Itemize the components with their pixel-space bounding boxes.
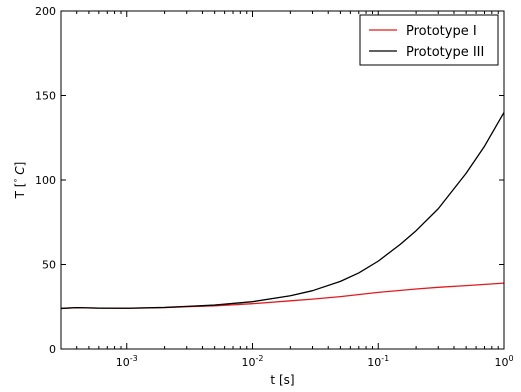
legend-label-prototype-i: Prototype I (406, 24, 477, 39)
y-axis-label-main: T [ (13, 183, 27, 200)
x-tick-label-base: 10 (494, 356, 508, 369)
plot-frame (60, 10, 505, 350)
y-axis-label-unit: C (13, 166, 27, 179)
y-tick-label: 150 (35, 90, 56, 103)
x-tick-label: 10-1 (367, 354, 389, 369)
x-tick-label-exponent: -1 (381, 354, 389, 363)
y-tick-label: 0 (49, 343, 56, 356)
x-axis-label: t [s] (270, 373, 294, 387)
x-tick-label-base: 10 (367, 356, 381, 369)
x-tick-label: 100 (494, 354, 513, 369)
y-tick-label: 50 (42, 259, 56, 272)
x-tick-label: 10-2 (242, 354, 264, 369)
series-layer (60, 112, 505, 310)
plot-area (61, 11, 504, 349)
legend: Prototype I Prototype III (359, 14, 499, 66)
x-tick-label: 10-3 (116, 354, 138, 369)
x-tick-label-exponent: 0 (508, 354, 513, 363)
y-axis-label-close: ] (13, 162, 27, 167)
x-tick-label-exponent: -2 (256, 354, 264, 363)
y-axis-label: T [° C] (13, 162, 28, 200)
x-tick-label-base: 10 (116, 356, 130, 369)
legend-label-prototype-iii: Prototype III (406, 45, 484, 60)
legend-box (359, 14, 499, 66)
x-tick-label-base: 10 (242, 356, 256, 369)
x-tick-label-exponent: -3 (130, 354, 138, 363)
y-tick-label: 200 (35, 5, 56, 18)
y-tick-label: 100 (35, 174, 56, 187)
series-line-prototype-iii (60, 112, 505, 310)
y-axis-label-degree: ° (13, 179, 22, 183)
